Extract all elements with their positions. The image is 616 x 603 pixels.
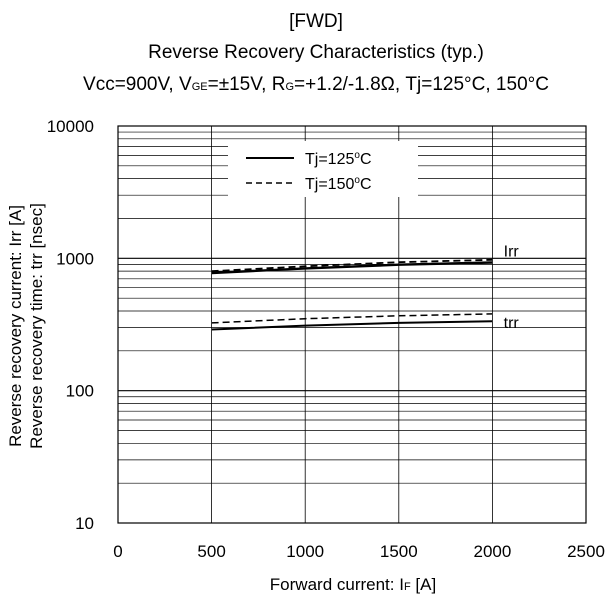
legend-150-text: Tj=150	[305, 176, 354, 193]
x-tick-label: 0	[113, 542, 122, 561]
legend-125-text: Tj=125	[305, 151, 354, 168]
x-tick-label: 1000	[286, 542, 324, 561]
cond-vge: V	[179, 74, 192, 95]
x-label-sub: F	[404, 581, 411, 593]
legend-150-deg: o	[354, 175, 360, 186]
x-label-main: Forward current: I	[270, 575, 404, 594]
x-axis-label: Forward current: IF [A]	[270, 575, 436, 594]
chart-subtitle: Reverse Recovery Characteristics (typ.)	[148, 42, 484, 63]
cond-rg: R	[272, 74, 286, 95]
chart-conditions: Vcc=900V, VGE=±15V, RG=+1.2/-1.8Ω, Tj=12…	[83, 74, 549, 95]
y-tick-label: 10000	[47, 117, 94, 136]
plot-frame	[117, 125, 587, 524]
tick-labels: 0 500 1000 1500 2000 2500 10 100 1000 10000	[47, 117, 605, 561]
legend-box	[228, 141, 418, 197]
legend: Tj=125oC Tj=150oC	[228, 141, 418, 197]
series-line-0	[211, 261, 493, 275]
x-label-rest: [A]	[411, 575, 437, 594]
series-line-1	[211, 258, 493, 273]
cond-rg-sub: G	[285, 81, 294, 93]
chart-title: [FWD]	[289, 11, 343, 32]
y-tick-label: 1000	[56, 249, 94, 268]
cond-vge-rest: =±15V,	[208, 74, 272, 95]
y-axis-label-line2: Reverse recovery time: trr [nsec]	[27, 203, 46, 449]
annotation-trr: trr	[504, 315, 520, 332]
y-axis-label-line1: Reverse recovery current: Irr [A]	[6, 205, 25, 447]
legend-label-125: Tj=125oC	[305, 150, 372, 168]
series-layer	[211, 258, 493, 331]
y-tick-label: 10	[75, 514, 94, 533]
cond-rg-rest: =+1.2/-1.8Ω, Tj=125°C, 150°C	[294, 74, 549, 95]
legend-125-unit: C	[360, 151, 372, 168]
x-tick-label: 2000	[473, 542, 511, 561]
x-tick-label: 500	[197, 542, 225, 561]
x-tick-label: 2500	[567, 542, 605, 561]
cond-vcc: Vcc=900V,	[83, 74, 179, 95]
y-tick-label: 100	[66, 382, 94, 401]
legend-125-deg: o	[354, 150, 360, 161]
legend-label-150: Tj=150oC	[305, 175, 372, 193]
annotation-irr: Irr	[504, 243, 520, 260]
legend-150-unit: C	[360, 176, 372, 193]
cond-vge-sub: GE	[192, 81, 208, 93]
series-line-3	[211, 313, 493, 324]
series-line-2	[211, 320, 493, 331]
x-tick-label: 1500	[380, 542, 418, 561]
